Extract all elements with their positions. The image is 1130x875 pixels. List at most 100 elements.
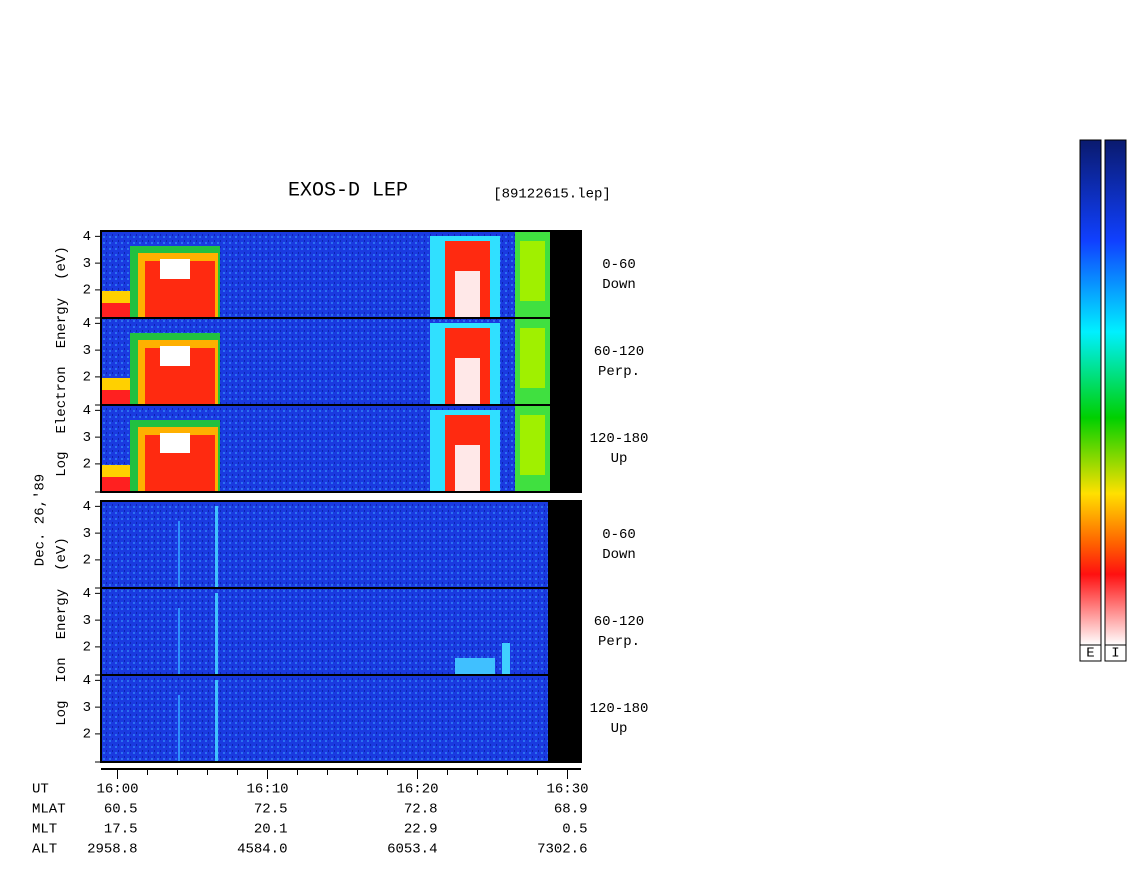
y-tick-label: 3 bbox=[83, 430, 91, 446]
channel-direction: Up bbox=[611, 451, 628, 467]
orbit-value: 20.1 bbox=[254, 822, 288, 838]
date: Dec. 26,'89 bbox=[33, 474, 49, 566]
y-tick-label: 3 bbox=[83, 700, 91, 716]
channel-direction: Perp. bbox=[598, 364, 640, 380]
y-tick-label: 2 bbox=[83, 553, 91, 569]
spectrum-patch bbox=[502, 643, 510, 675]
species-label-word: Energy bbox=[54, 589, 70, 639]
y-tick-label: 4 bbox=[83, 316, 91, 332]
colorbar-label: E bbox=[1086, 646, 1094, 662]
spectrum-patch bbox=[101, 477, 131, 492]
spectrum-patch bbox=[455, 445, 480, 492]
orbit-row-label: UT bbox=[32, 782, 49, 798]
x-tick-label: 16:30 bbox=[546, 782, 588, 798]
y-tick-label: 3 bbox=[83, 526, 91, 542]
spectrum-patch bbox=[178, 695, 180, 762]
orbit-row-label: MLAT bbox=[32, 802, 66, 818]
spectrum-patch bbox=[548, 675, 581, 762]
spectrogram bbox=[101, 675, 581, 762]
channel-range: 120-180 bbox=[590, 701, 649, 717]
channel-range: 60-120 bbox=[594, 614, 644, 630]
orbit-value: 6053.4 bbox=[387, 842, 437, 858]
channel-direction: Perp. bbox=[598, 634, 640, 650]
y-tick-label: 4 bbox=[83, 673, 91, 689]
species-label: Log Ion Energy (eV) bbox=[54, 537, 70, 725]
spectrum-patch bbox=[215, 593, 218, 675]
spectrum-patch bbox=[160, 433, 190, 453]
channel-direction: Down bbox=[602, 277, 636, 293]
colorbar-label-box bbox=[1079, 644, 1102, 662]
spectrum-patch bbox=[178, 608, 180, 675]
orbit-value: 17.5 bbox=[104, 822, 138, 838]
file-name: [89122615.lep] bbox=[493, 187, 611, 203]
species-label-word: Ion bbox=[54, 657, 70, 682]
species-label-word: (eV) bbox=[54, 537, 70, 571]
orbit-row-label: ALT bbox=[32, 842, 57, 858]
species-label-word: Energy bbox=[54, 298, 70, 348]
channel-range: 120-180 bbox=[590, 431, 649, 447]
spectrogram bbox=[101, 501, 581, 588]
orbit-value: 22.9 bbox=[404, 822, 438, 838]
spectrum-patch bbox=[520, 241, 545, 301]
spectrum-patch bbox=[160, 346, 190, 366]
y-tick-label: 2 bbox=[83, 457, 91, 473]
spectrum-patch bbox=[178, 521, 180, 588]
species-label-word: Log bbox=[54, 452, 70, 477]
x-tick-label: 16:10 bbox=[246, 782, 288, 798]
channel-direction: Down bbox=[602, 547, 636, 563]
title: EXOS-D LEP bbox=[288, 179, 408, 202]
spectrogram bbox=[101, 588, 581, 675]
y-tick-label: 2 bbox=[83, 283, 91, 299]
y-tick-label: 4 bbox=[83, 586, 91, 602]
y-tick-label: 2 bbox=[83, 640, 91, 656]
spectrum-patch bbox=[215, 680, 218, 762]
species-label-word: (eV) bbox=[54, 246, 70, 280]
y-tick-label: 4 bbox=[83, 403, 91, 419]
y-tick-label: 2 bbox=[83, 370, 91, 386]
colorbar bbox=[1079, 139, 1102, 646]
spectrum-patch bbox=[548, 588, 581, 675]
spectrum-patch bbox=[520, 328, 545, 388]
y-tick-label: 3 bbox=[83, 343, 91, 359]
channel-direction: Up bbox=[611, 721, 628, 737]
colorbar-label-box bbox=[1104, 644, 1127, 662]
y-tick-label: 4 bbox=[83, 229, 91, 245]
x-tick-label: 16:20 bbox=[396, 782, 438, 798]
spectrum-patch bbox=[101, 303, 131, 318]
spectrum-patch bbox=[455, 271, 480, 318]
spectrum-patch bbox=[548, 501, 581, 588]
spectrum-patch bbox=[160, 259, 190, 279]
y-tick-label: 3 bbox=[83, 613, 91, 629]
spectrum-patch bbox=[550, 405, 581, 492]
spectrum-patch bbox=[520, 415, 545, 475]
orbit-value: 72.5 bbox=[254, 802, 288, 818]
channel-range: 0-60 bbox=[602, 257, 636, 273]
panel-frame bbox=[100, 674, 582, 763]
y-tick-label: 3 bbox=[83, 256, 91, 272]
spectrum-patch bbox=[455, 658, 495, 675]
orbit-value: 60.5 bbox=[104, 802, 138, 818]
orbit-value: 68.9 bbox=[554, 802, 588, 818]
y-tick-label: 4 bbox=[83, 499, 91, 515]
species-label-word: Electron bbox=[54, 366, 70, 433]
orbit-value: 4584.0 bbox=[237, 842, 287, 858]
spectrum-patch bbox=[455, 358, 480, 405]
orbit-value: 7302.6 bbox=[537, 842, 587, 858]
x-tick-label: 16:00 bbox=[96, 782, 138, 798]
channel-range: 0-60 bbox=[602, 527, 636, 543]
channel-range: 60-120 bbox=[594, 344, 644, 360]
spectrum-patch bbox=[215, 506, 218, 588]
orbit-value: 0.5 bbox=[562, 822, 587, 838]
orbit-value: 72.8 bbox=[404, 802, 438, 818]
species-label-word: Log bbox=[54, 701, 70, 726]
orbit-value: 2958.8 bbox=[87, 842, 137, 858]
orbit-row-label: MLT bbox=[32, 822, 57, 838]
panel-frame bbox=[100, 404, 582, 493]
spectrum-patch bbox=[550, 231, 581, 318]
spectrum-patch bbox=[550, 318, 581, 405]
y-tick-label: 2 bbox=[83, 727, 91, 743]
species-label: Log Electron Energy (eV) bbox=[54, 246, 70, 476]
spectrum-patch bbox=[101, 390, 131, 405]
